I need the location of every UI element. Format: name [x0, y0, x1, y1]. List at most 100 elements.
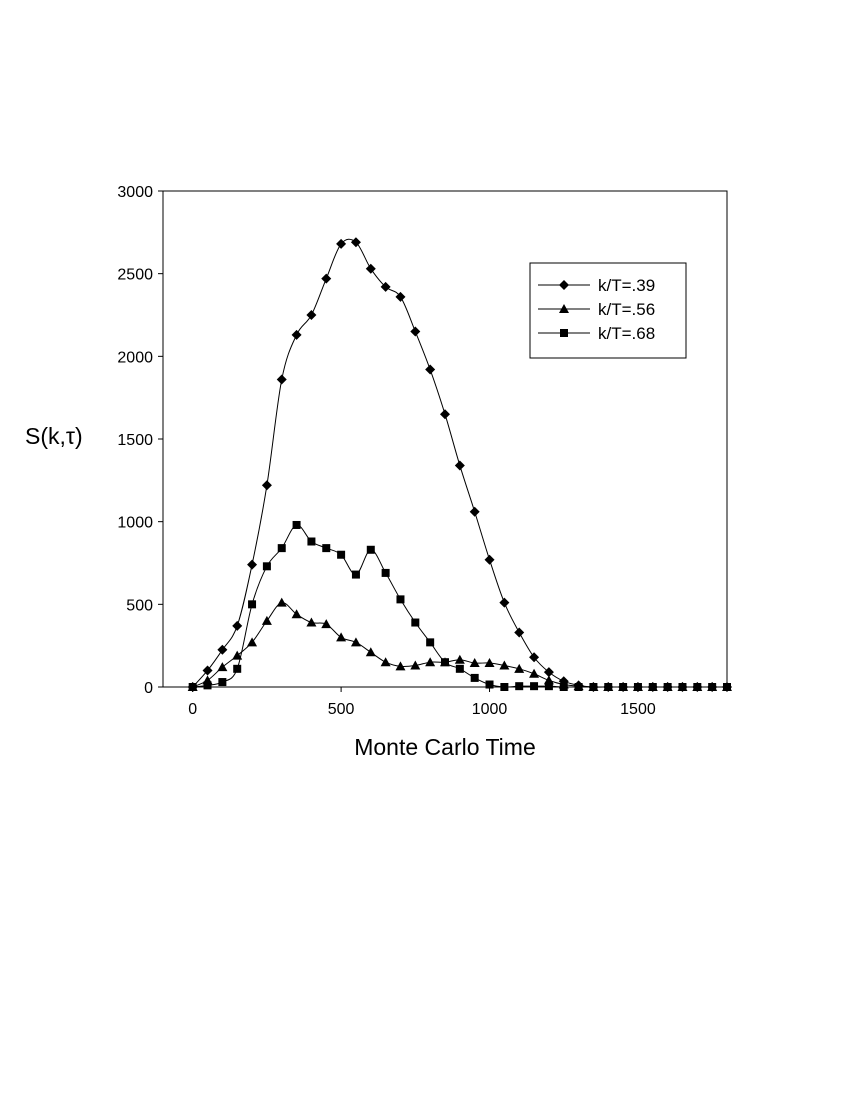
- legend-frame: [529, 262, 687, 359]
- data-point-diamond: [350, 237, 361, 248]
- data-point-diamond: [276, 374, 287, 385]
- legend-marker-square: [560, 329, 568, 337]
- data-point-square: [396, 595, 405, 604]
- y-tick-label: 500: [126, 597, 153, 614]
- data-point-diamond: [484, 554, 495, 565]
- data-point-square: [218, 678, 227, 687]
- data-point-square: [530, 682, 539, 691]
- data-point-square: [292, 520, 301, 529]
- x-tick-label: 1500: [620, 701, 656, 718]
- data-point-diamond: [336, 238, 347, 249]
- data-point-triangle: [291, 609, 302, 619]
- data-point-square: [248, 600, 257, 609]
- data-point-diamond: [410, 326, 421, 337]
- data-point-diamond: [247, 559, 258, 570]
- data-point-square: [693, 683, 702, 691]
- data-point-square: [277, 544, 286, 553]
- data-point-square: [604, 683, 613, 691]
- data-point-diamond: [232, 620, 243, 631]
- data-point-square: [544, 682, 553, 691]
- data-point-triangle: [321, 619, 332, 629]
- data-point-diamond: [499, 597, 510, 608]
- data-point-square: [559, 683, 568, 691]
- y-tick-label: 2000: [117, 349, 153, 366]
- y-tick-label: 1500: [117, 432, 153, 449]
- y-tick-label: 1000: [117, 515, 153, 532]
- data-point-square: [633, 683, 642, 691]
- data-point-square: [381, 568, 390, 577]
- data-point-square: [366, 545, 375, 554]
- y-axis-title: S(k,τ): [25, 423, 83, 449]
- legend-label: k/T=.39: [598, 276, 655, 295]
- data-point-triangle: [410, 660, 421, 670]
- data-point-square: [351, 570, 360, 579]
- y-tick-label: 2500: [117, 267, 153, 284]
- data-point-diamond: [291, 329, 302, 340]
- series-layer: [187, 237, 732, 692]
- data-point-square: [188, 683, 197, 691]
- data-point-triangle: [380, 657, 391, 667]
- data-point-triangle: [336, 632, 347, 642]
- data-point-square: [203, 681, 212, 690]
- legend-label: k/T=.56: [598, 300, 655, 319]
- y-axis-ticks: 0 500 1000 1500 2000 2500 3000: [117, 184, 163, 697]
- data-point-square: [485, 680, 494, 689]
- data-point-square: [233, 664, 242, 673]
- x-tick-label: 500: [328, 701, 355, 718]
- data-point-triangle: [469, 658, 480, 668]
- data-point-triangle: [217, 662, 228, 672]
- data-point-triangle: [350, 637, 361, 647]
- data-point-diamond: [395, 291, 406, 302]
- data-point-diamond: [365, 263, 376, 274]
- data-point-square: [708, 683, 717, 691]
- legend-entry: k/T=.56: [538, 300, 655, 319]
- x-tick-label: 0: [188, 701, 197, 718]
- data-point-triangle: [454, 654, 465, 664]
- data-point-triangle: [484, 658, 495, 668]
- legend-marker-triangle: [559, 304, 569, 313]
- data-point-square: [322, 544, 331, 553]
- x-axis-title: Monte Carlo Time: [354, 734, 536, 760]
- data-point-diamond: [469, 506, 480, 517]
- y-tick-label: 0: [144, 680, 153, 697]
- legend-entry: k/T=.39: [538, 276, 655, 295]
- legend-items: k/T=.39 k/T=.56 k/T=.68: [538, 276, 655, 343]
- data-point-square: [500, 683, 509, 691]
- legend-label: k/T=.68: [598, 324, 655, 343]
- data-point-diamond: [440, 409, 450, 420]
- x-axis-ticks: 0 500 1000 1500: [188, 687, 656, 718]
- data-point-square: [441, 658, 449, 667]
- data-point-square: [455, 664, 464, 673]
- data-point-diamond: [380, 281, 391, 292]
- data-point-square: [723, 683, 731, 691]
- legend-marker-diamond: [559, 280, 569, 290]
- data-point-diamond: [529, 652, 540, 663]
- data-point-square: [574, 683, 583, 691]
- series-line: [192, 602, 727, 688]
- data-point-diamond: [261, 480, 272, 491]
- data-point-square: [337, 550, 346, 559]
- data-point-diamond: [425, 364, 436, 375]
- legend: k/T=.39 k/T=.56 k/T=.68: [529, 262, 687, 359]
- data-point-square: [589, 683, 598, 691]
- data-point-triangle: [232, 650, 243, 660]
- data-point-triangle: [365, 647, 376, 657]
- data-point-diamond: [454, 460, 465, 471]
- data-point-square: [262, 562, 271, 571]
- data-point-triangle: [276, 597, 287, 607]
- series-triangle: [187, 597, 732, 691]
- x-tick-label: 1000: [472, 701, 508, 718]
- data-point-triangle: [529, 668, 540, 678]
- data-point-triangle: [306, 617, 317, 627]
- data-point-square: [678, 683, 687, 691]
- data-point-diamond: [306, 310, 317, 320]
- data-point-square: [307, 537, 316, 546]
- data-point-square: [470, 673, 479, 682]
- data-point-triangle: [499, 660, 510, 670]
- data-point-diamond: [514, 627, 525, 638]
- data-point-square: [663, 683, 672, 691]
- data-point-triangle: [247, 637, 258, 647]
- data-point-diamond: [543, 667, 554, 678]
- data-point-triangle: [514, 663, 525, 673]
